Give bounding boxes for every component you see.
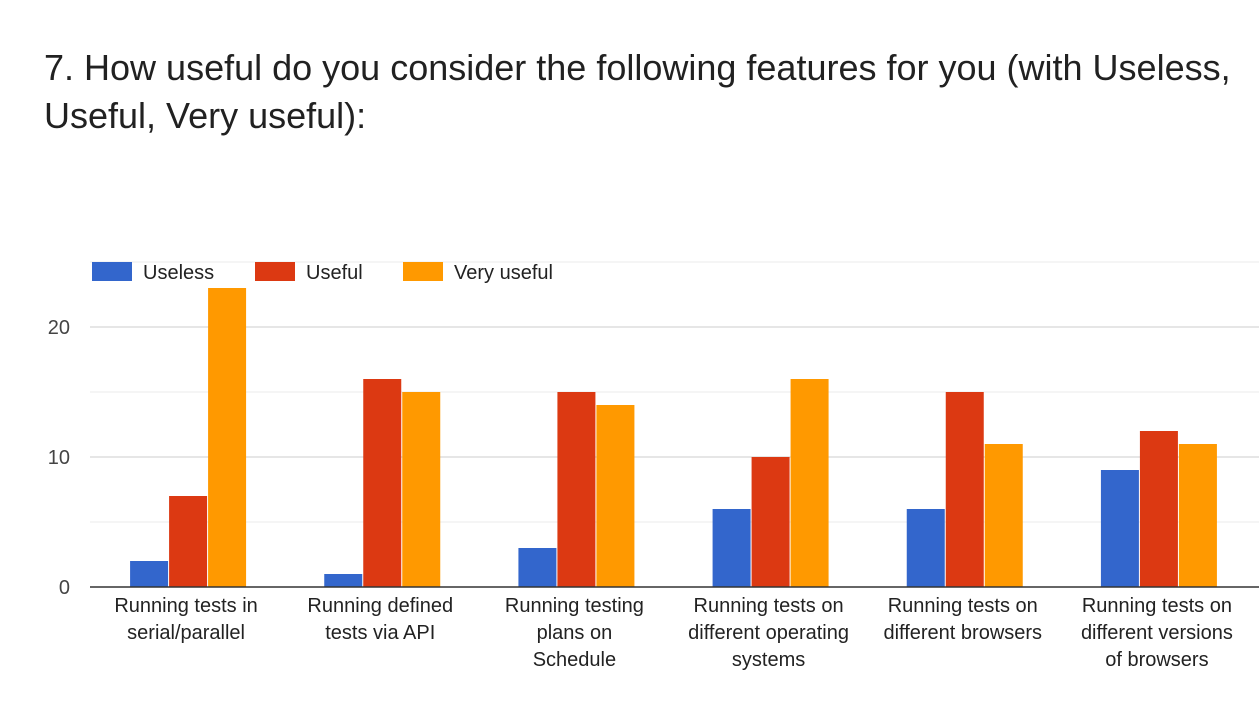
bar-useful	[751, 457, 790, 587]
x-category-label: Running defined	[307, 595, 453, 617]
question-line-1: 7. How useful do you consider the follow…	[44, 47, 1231, 88]
x-category-label: of browsers	[1105, 649, 1208, 671]
bars	[130, 288, 1217, 587]
x-category-label: systems	[732, 649, 805, 671]
legend-swatch-very-useful	[403, 262, 443, 281]
x-category-label: different browsers	[883, 622, 1042, 644]
x-category-label: tests via API	[325, 622, 435, 644]
bar-useless	[712, 509, 751, 587]
bar-very-useful	[596, 405, 635, 587]
x-category-label: serial/parallel	[127, 622, 245, 644]
x-category-label: Running tests on	[888, 595, 1038, 617]
bar-useful	[169, 496, 208, 587]
x-category-label: Running tests in	[114, 595, 257, 617]
legend-label-useful: Useful	[306, 262, 363, 284]
x-category-label: Running testing	[505, 595, 644, 617]
legend-label-useless: Useless	[143, 262, 214, 284]
bar-useless	[1100, 470, 1139, 587]
x-category-label: Running tests on	[1082, 595, 1232, 617]
bar-useful	[1139, 431, 1178, 587]
bar-very-useful	[1178, 444, 1217, 587]
gridlines	[90, 261, 1259, 523]
x-axis-labels: Running tests in serial/parallel Running d…	[114, 595, 1233, 671]
question-title: 7. How useful do you consider the follow…	[44, 44, 1244, 140]
question-line-2: Useful, Very useful):	[44, 95, 367, 136]
legend: Useless Useful Very useful	[92, 262, 553, 284]
bar-useful	[557, 392, 596, 587]
bar-useless	[518, 548, 557, 587]
bar-useless	[906, 509, 945, 587]
bar-very-useful	[790, 379, 829, 587]
bar-useful	[363, 379, 402, 587]
bar-very-useful	[402, 392, 441, 587]
bar-useful	[945, 392, 984, 587]
bar-very-useful	[208, 288, 247, 587]
y-axis-ticks: 0 10 20	[48, 317, 70, 599]
y-tick-label: 0	[59, 577, 70, 599]
bar-very-useful	[984, 444, 1023, 587]
x-category-label: plans on	[537, 622, 613, 644]
x-category-label: Schedule	[533, 649, 616, 671]
x-category-label: different versions	[1081, 622, 1233, 644]
legend-label-very-useful: Very useful	[454, 262, 553, 284]
x-category-label: different operating	[688, 622, 849, 644]
legend-swatch-useless	[92, 262, 132, 281]
y-tick-label: 10	[48, 447, 70, 469]
legend-swatch-useful	[255, 262, 295, 281]
bar-useless	[324, 574, 363, 587]
x-category-label: Running tests on	[694, 595, 844, 617]
y-tick-label: 20	[48, 317, 70, 339]
bar-useless	[130, 561, 169, 587]
